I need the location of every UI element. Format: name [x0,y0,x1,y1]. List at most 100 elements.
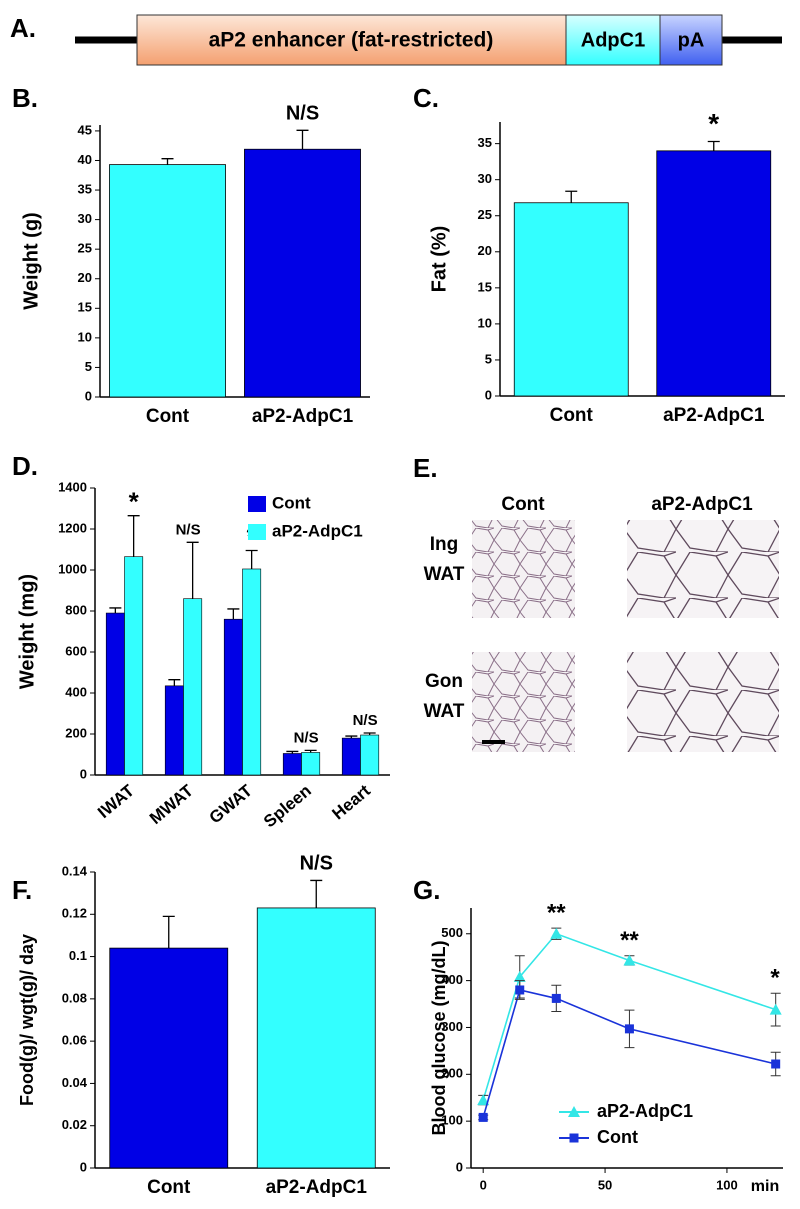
legend-label: aP2-AdpC1 [597,1101,693,1121]
significance-label: N/S [294,729,319,746]
error-bar [161,158,174,165]
significance-label: * [129,487,140,517]
data-point [624,1024,634,1034]
y-axis-label: Blood glucose (mg/dL) [429,941,449,1136]
y-tick-label: 0 [80,766,87,781]
bar [124,556,144,776]
data-line [482,989,776,1118]
segment-label: AdpC1 [581,29,645,51]
column-label: Cont [501,494,545,515]
x-tick-label: 0 [480,1177,487,1192]
y-axis-label: Weight (mg) [16,574,38,689]
x-tick-label: aP2-AdpC1 [252,406,354,427]
panel-label: D. [12,451,38,481]
y-tick-label: 1400 [58,479,87,494]
y-tick-label: 10 [78,329,92,344]
bar [360,734,380,776]
bar [341,737,361,776]
significance-label: ** [620,927,639,954]
panel-label: G. [413,875,440,905]
error-bar [127,515,140,557]
legend-label: Cont [597,1127,638,1147]
bar [513,202,629,397]
significance-label: N/S [300,853,333,875]
y-tick-label: 800 [65,602,87,617]
data-point [478,1112,488,1122]
error-bar [345,735,358,739]
segment-label: aP2 enhancer (fat-restricted) [209,29,494,52]
histology-panel: E. Cont aP2-AdpC1 Ing WAT Gon WAT [413,453,779,752]
error-bar [363,732,376,736]
row-label: Ing [430,534,459,555]
row-label: Gon [425,671,463,692]
y-axis-label: Weight (g) [20,212,42,309]
error-bar [707,140,720,151]
x-axis-label: min [751,1178,779,1195]
error-bar [186,541,199,599]
y-tick-label: 0.06 [62,1033,87,1048]
y-tick-label: 1200 [58,520,87,535]
y-tick-label: 1000 [58,561,87,576]
panel-label: C. [413,83,439,113]
bar [282,753,302,776]
error-bar [304,749,317,753]
x-tick-label: GWAT [206,781,257,828]
legend-swatch [248,496,266,512]
bar [301,752,321,776]
x-tick-label: aP2-AdpC1 [266,1177,368,1198]
error-bar [168,679,181,686]
y-tick-label: 500 [441,925,463,940]
y-tick-label: 0 [80,1159,87,1174]
data-point [477,1094,490,1106]
y-tick-label: 0.04 [62,1075,88,1090]
x-tick-label: 100 [716,1177,738,1192]
bar [223,618,243,776]
y-tick-label: 0.12 [62,906,87,921]
y-tick-label: 100 [441,1113,463,1128]
y-tick-label: 25 [78,241,92,256]
data-point [551,993,561,1003]
bar [105,612,125,776]
pa-box [659,14,723,66]
y-tick-label: 300 [441,1019,463,1034]
x-tick-label: IWAT [94,781,138,822]
y-tick-label: 400 [65,684,87,699]
y-tick-label: 30 [478,171,492,186]
y-tick-label: 600 [65,643,87,658]
data-point [515,985,525,995]
data-point [568,1106,580,1117]
panel-label: F. [12,875,32,905]
x-tick-label: Heart [328,781,374,824]
error-bar [227,608,240,620]
data-point [569,1133,579,1143]
x-tick-label: Cont [146,406,190,427]
data-point [771,1059,781,1069]
histology-image [472,520,575,618]
error-bar [286,750,299,754]
data-point [550,927,563,939]
bar [109,164,226,398]
significance-label: N/S [353,712,378,729]
error-bar [109,607,122,614]
legend-swatch [248,524,266,540]
error-bar [245,549,258,569]
y-tick-label: 20 [478,243,492,258]
histology-image [627,652,779,752]
data-point [769,1003,782,1015]
y-axis-label: Fat (%) [428,226,450,293]
y-tick-label: 200 [65,725,87,740]
y-tick-label: 5 [485,351,492,366]
segment-label: pA [678,29,705,51]
y-tick-label: 25 [478,207,492,222]
construct-diagram: A. aP2 enhancer (fat-restricted) AdpC1 p… [10,13,782,66]
error-bar [310,879,323,908]
y-tick-label: 10 [478,315,492,330]
significance-label: N/S [286,103,319,125]
y-tick-label: 20 [78,270,92,285]
data-point [623,954,636,966]
y-axis-label: Food(g)/ wgt(g)/ day [17,934,37,1106]
x-tick-label: MWAT [146,781,197,829]
panel-label: A. [10,13,36,43]
error-bar [296,129,309,150]
